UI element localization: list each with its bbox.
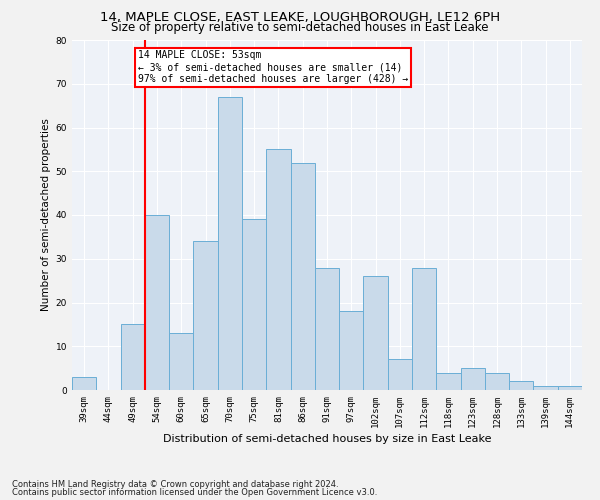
Text: 14, MAPLE CLOSE, EAST LEAKE, LOUGHBOROUGH, LE12 6PH: 14, MAPLE CLOSE, EAST LEAKE, LOUGHBOROUG… [100,11,500,24]
Text: Contains HM Land Registry data © Crown copyright and database right 2024.: Contains HM Land Registry data © Crown c… [12,480,338,489]
X-axis label: Distribution of semi-detached houses by size in East Leake: Distribution of semi-detached houses by … [163,434,491,444]
Bar [533,386,558,390]
Bar [290,162,315,390]
Bar [218,97,242,390]
Bar [242,220,266,390]
Bar [461,368,485,390]
Bar [558,386,582,390]
Text: 14 MAPLE CLOSE: 53sqm
← 3% of semi-detached houses are smaller (14)
97% of semi-: 14 MAPLE CLOSE: 53sqm ← 3% of semi-detac… [139,50,409,84]
Text: Size of property relative to semi-detached houses in East Leake: Size of property relative to semi-detach… [111,22,489,35]
Bar [412,268,436,390]
Bar [169,333,193,390]
Text: Contains public sector information licensed under the Open Government Licence v3: Contains public sector information licen… [12,488,377,497]
Bar [145,215,169,390]
Bar [72,377,96,390]
Bar [266,150,290,390]
Bar [436,372,461,390]
Bar [121,324,145,390]
Bar [193,242,218,390]
Bar [339,311,364,390]
Bar [509,381,533,390]
Bar [388,360,412,390]
Bar [315,268,339,390]
Y-axis label: Number of semi-detached properties: Number of semi-detached properties [41,118,52,312]
Bar [364,276,388,390]
Bar [485,372,509,390]
